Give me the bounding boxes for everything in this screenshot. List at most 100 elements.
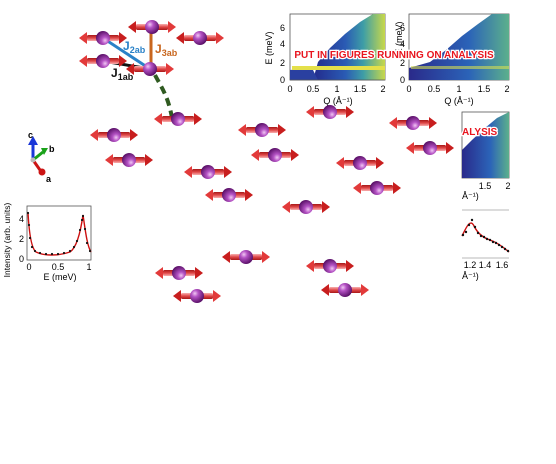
spin-23	[173, 289, 221, 303]
spectrum-right-point	[476, 231, 480, 235]
spectrum-right-point	[467, 223, 471, 227]
spectrum-left-point	[33, 249, 37, 253]
spectrum-right-point	[470, 218, 474, 222]
spin-22	[321, 283, 369, 297]
axis-c-label: c	[28, 130, 33, 140]
heatmap-1-low-band	[290, 68, 318, 80]
heatmap-3-xtick-2: 2	[505, 181, 510, 191]
heatmap-1-ytick-2: 2	[280, 58, 285, 68]
spectrum-left-point	[62, 251, 66, 255]
j2ab-label: J2ab	[123, 39, 146, 55]
spin-14	[336, 156, 384, 170]
spin-8	[389, 116, 437, 130]
spin-15	[353, 181, 401, 195]
spectrum-left-point	[78, 228, 82, 232]
spin-4	[79, 54, 127, 68]
spectrum-left-point	[56, 252, 60, 256]
heatmap-1-xtick-2: 2	[380, 84, 385, 94]
spin-1	[128, 20, 176, 34]
spectrum-right-point	[497, 243, 501, 247]
heatmap-1-xlabel: Q (Å⁻¹)	[323, 96, 352, 106]
spectrum-right-point	[461, 233, 465, 237]
spectrum-left-point	[28, 236, 32, 240]
heatmap-2-xtick-0: 0	[406, 84, 411, 94]
heatmap-2-ytick-2: 2	[400, 58, 405, 68]
spin-9	[238, 123, 286, 137]
heatmap-1-xtick-1: 1	[334, 84, 339, 94]
heatmap-1-ytick-4: 4	[280, 39, 285, 49]
heatmap-2-ytick-0: 0	[400, 75, 405, 85]
spectrum-right-point	[482, 235, 486, 239]
heatmap-1-ytick-0: 0	[280, 75, 285, 85]
j3ab-label: J3ab	[155, 42, 178, 58]
spectrum-left-point	[44, 252, 48, 256]
spin-21	[306, 259, 354, 273]
spectrum-right-point	[479, 234, 483, 238]
spectrum-left-xtick-0: 0	[26, 262, 31, 272]
spectrum-left-frame	[26, 205, 92, 261]
heatmap-2-xtick-0-5: 0.5	[428, 84, 441, 94]
spectrum-left-point	[38, 251, 42, 255]
spectrum-right-point	[473, 225, 477, 229]
spin-5	[126, 62, 174, 76]
spectrum-left-point	[68, 249, 72, 253]
heatmap-panel-3: 1.5 2 Å⁻¹)	[461, 111, 511, 201]
analysis-banner-partial: ALYSIS	[462, 127, 498, 138]
spectrum-right-xtick-1-4: 1.4	[479, 260, 492, 270]
heatmap-3-xlabel: Å⁻¹)	[462, 191, 479, 201]
spectrum-right-point	[503, 247, 507, 251]
heatmap-1-signal	[313, 14, 385, 80]
heatmap-1-ytick-6: 6	[280, 23, 285, 33]
axis-b-label: b	[49, 144, 55, 154]
axis-a-label: a	[46, 174, 52, 184]
heatmap-2-ylabel: E (meV)	[394, 21, 404, 54]
axes-triad: c b a	[28, 130, 55, 184]
spectrum-left-point	[81, 214, 85, 218]
j2ab-bond	[102, 36, 151, 71]
spin-11	[406, 141, 454, 155]
heatmap-1-ylabel: E (meV)	[264, 31, 274, 64]
spectrum-right-point	[485, 237, 489, 241]
spectrum-right-xlabel: Å⁻¹)	[462, 271, 479, 281]
spectrum-left-point	[80, 218, 84, 222]
spin-12	[105, 153, 153, 167]
spectrum-right-point	[491, 240, 495, 244]
spectrum-left-point	[30, 245, 34, 249]
spectrum-right-point	[506, 249, 510, 253]
spectrum-right-point	[494, 241, 498, 245]
spectrum-right-point	[464, 230, 468, 234]
spectrum-left-point	[26, 211, 30, 215]
spectrum-left-xtick-1: 1	[86, 262, 91, 272]
spectrum-left-point	[75, 239, 79, 243]
heatmap-2-xtick-1-5: 1.5	[478, 84, 491, 94]
spin-10	[90, 128, 138, 142]
spin-18	[282, 200, 330, 214]
spin-6	[154, 112, 202, 126]
j1ab-label: J1ab	[111, 66, 134, 82]
spectrum-right-panel: 1.2 1.4 1.6 Å⁻¹)	[461, 209, 510, 281]
spectrum-left-ytick-2: 2	[19, 234, 24, 244]
heatmap-2-ytick-6: 6	[400, 23, 405, 33]
spectrum-left-point	[27, 223, 31, 227]
spectrum-left-points	[26, 211, 92, 256]
heatmap-panel-1: E (meV) 6 4 2 0 0 0.5 1 1.5 2 Q (Å⁻¹)	[264, 13, 386, 106]
spectrum-right-point	[488, 238, 492, 242]
spin-17	[205, 188, 253, 202]
spin-13	[251, 148, 299, 162]
spectrum-left-point	[88, 249, 92, 253]
heatmap-3-signal	[462, 112, 509, 178]
spectrum-right-xtick-1-6: 1.6	[496, 260, 509, 270]
spin-3	[176, 31, 224, 45]
heatmap-1-xtick-1-5: 1.5	[354, 84, 367, 94]
heatmap-1-xtick-0: 0	[287, 84, 292, 94]
spectrum-right-points	[461, 218, 510, 253]
spectrum-left-point	[85, 241, 89, 245]
spin-16	[184, 165, 232, 179]
heatmap-2-ytick-4: 4	[400, 39, 405, 49]
spectrum-left-point	[50, 252, 54, 256]
heatmap-2-flat-mode	[411, 66, 509, 69]
heatmap-2-xtick-2: 2	[504, 84, 509, 94]
analysis-banner: PUT IN FIGURES RUNNING ON ANALYSIS	[294, 50, 494, 61]
spectrum-left-ylabel: Intensity (arb. units)	[2, 203, 12, 278]
